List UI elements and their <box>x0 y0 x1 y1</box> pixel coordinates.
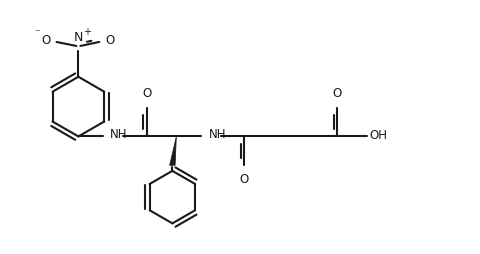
Text: O: O <box>240 173 249 186</box>
Text: NH: NH <box>209 129 226 141</box>
Text: +: + <box>83 27 91 37</box>
Text: O: O <box>332 87 342 100</box>
Text: OH: OH <box>369 129 387 142</box>
Text: N: N <box>74 31 83 44</box>
Text: ⁻: ⁻ <box>34 28 39 39</box>
Text: O: O <box>41 34 51 47</box>
Text: O: O <box>105 34 114 47</box>
Text: O: O <box>142 87 151 100</box>
Polygon shape <box>169 136 176 165</box>
Text: NH: NH <box>110 129 128 141</box>
